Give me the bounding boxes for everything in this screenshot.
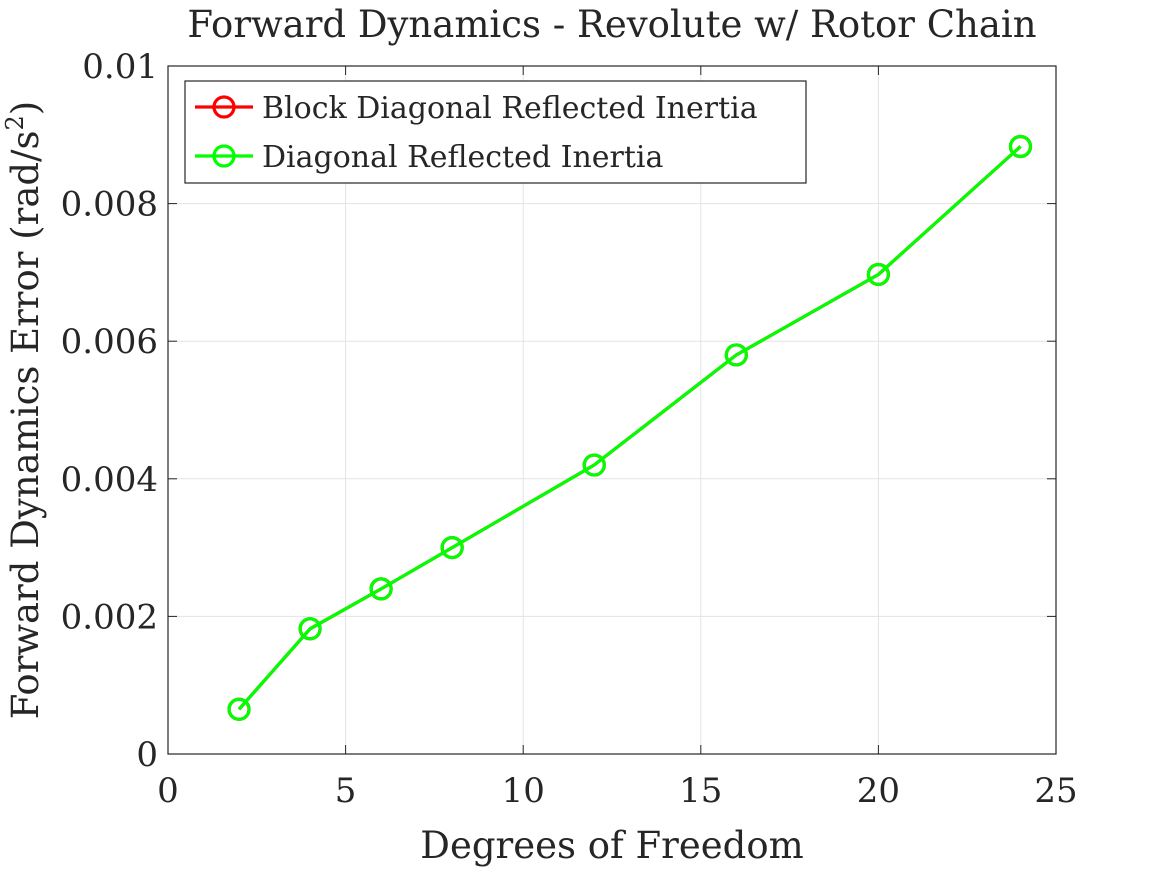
series-2-point [298,617,322,641]
legend-label-1: Block Diagonal Reflected Inertia [262,91,758,126]
y-tick-label: 0.002 [61,597,158,637]
series-2-point [1008,134,1033,159]
series-2-point [369,577,393,601]
y-axis-label-close: ) [4,101,47,115]
y-axis-label-superscript: 2 [1,115,29,130]
y-tick-label: 0.01 [82,47,158,87]
legend-label-2: Diagonal Reflected Inertia [262,140,664,175]
series-2-point [227,697,251,721]
x-tick-label: 0 [157,771,179,811]
legend: Block Diagonal Reflected Inertia Diagonal… [184,80,807,184]
series-2-point [440,535,464,560]
series-2-point [724,343,748,367]
series-2-point [866,262,891,287]
x-tick-label: 25 [1034,771,1077,811]
y-tick-label: 0 [136,735,158,775]
x-tick-label: 10 [502,771,545,811]
x-tick-label: 5 [335,771,357,811]
legend-box [184,80,807,184]
x-tick-label: 20 [857,771,900,811]
legend-marker-1 [212,95,236,119]
x-axis-label: Degrees of Freedom [420,824,803,867]
legend-marker-2 [212,144,236,168]
y-tick-label: 0.008 [61,185,158,225]
axes-box [167,65,1057,755]
y-axis-label: Forward Dynamics Error (rad/s2) [1,101,47,719]
y-axis-label-main: Forward Dynamics Error (rad/s [4,130,47,719]
y-tick-label: 0.004 [61,460,158,500]
series-line-2 [237,145,1022,711]
y-tick-label: 0.006 [61,322,158,362]
x-tick-label: 15 [679,771,722,811]
chart-title: Forward Dynamics - Revolute w/ Rotor Cha… [187,3,1036,46]
series-2-point [582,453,606,477]
